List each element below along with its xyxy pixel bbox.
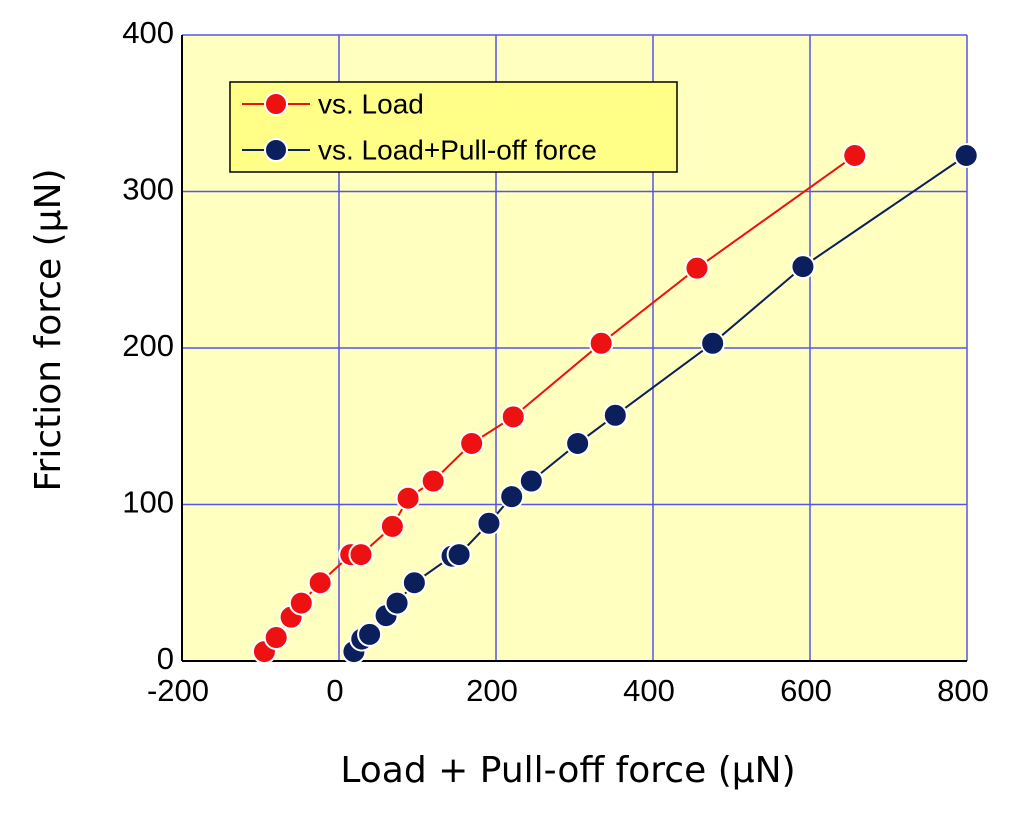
y-axis-title: Friction force (μN): [28, 168, 69, 491]
x-tick-label: 200: [466, 673, 518, 708]
data-point: [459, 430, 485, 456]
y-tick-label: 100: [122, 485, 174, 520]
data-point: [842, 143, 868, 169]
data-point: [518, 468, 544, 494]
y-tick-label: 400: [122, 15, 174, 50]
data-point: [420, 468, 446, 494]
x-tick-label: -200: [147, 673, 209, 708]
legend-marker: [264, 138, 288, 162]
x-axis-title: Load + Pull-off force (μN): [340, 750, 795, 791]
data-point: [565, 430, 591, 456]
data-point: [307, 570, 333, 596]
legend-box: [229, 81, 678, 173]
data-point: [395, 485, 421, 511]
x-tick-label: 600: [780, 673, 832, 708]
data-point: [500, 404, 526, 430]
data-point: [700, 330, 726, 356]
data-point: [288, 590, 314, 616]
data-point: [499, 484, 525, 510]
data-point: [348, 542, 374, 568]
data-point: [401, 570, 427, 596]
legend-label: vs. Load: [318, 88, 424, 119]
x-tick-label: 400: [623, 673, 675, 708]
x-tick-label: 800: [937, 673, 989, 708]
data-point: [357, 621, 383, 647]
data-point: [790, 254, 816, 280]
data-point: [602, 402, 628, 428]
data-point: [384, 590, 410, 616]
y-tick-label: 200: [122, 328, 174, 363]
legend-label: vs. Load+Pull-off force: [318, 134, 597, 165]
data-point: [263, 625, 289, 651]
data-point: [446, 542, 472, 568]
y-tick-label: 300: [122, 172, 174, 207]
data-point: [476, 510, 502, 536]
y-tick-label: 0: [157, 641, 174, 676]
data-point: [953, 143, 979, 169]
data-point: [684, 255, 710, 281]
legend-marker: [264, 92, 288, 116]
data-point: [379, 513, 405, 539]
x-tick-label: 0: [326, 673, 343, 708]
data-point: [588, 330, 614, 356]
